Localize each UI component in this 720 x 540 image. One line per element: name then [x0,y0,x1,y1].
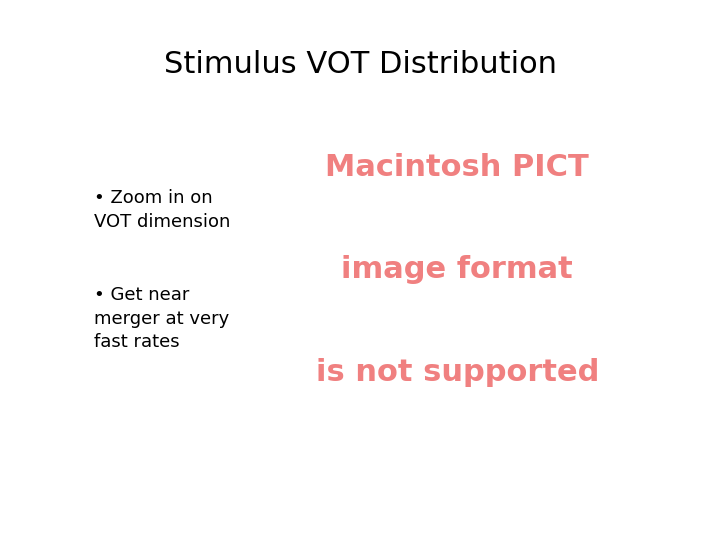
Text: • Get near
merger at very
fast rates: • Get near merger at very fast rates [94,286,229,352]
Text: image format: image format [341,255,573,285]
Text: Stimulus VOT Distribution: Stimulus VOT Distribution [163,50,557,79]
Text: • Zoom in on
VOT dimension: • Zoom in on VOT dimension [94,189,230,231]
Text: is not supported: is not supported [315,358,599,387]
Text: Macintosh PICT: Macintosh PICT [325,153,589,182]
